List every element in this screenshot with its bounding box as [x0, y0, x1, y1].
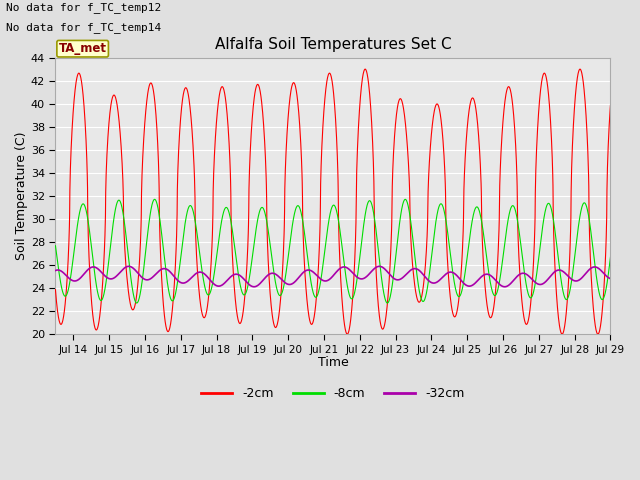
Legend: -2cm, -8cm, -32cm: -2cm, -8cm, -32cm [196, 383, 470, 405]
Text: No data for f_TC_temp12: No data for f_TC_temp12 [6, 2, 162, 13]
Y-axis label: Soil Temperature (C): Soil Temperature (C) [15, 132, 28, 260]
Text: No data for f_TC_temp14: No data for f_TC_temp14 [6, 22, 162, 33]
X-axis label: Time: Time [317, 356, 348, 369]
Text: TA_met: TA_met [59, 42, 107, 55]
Title: Alfalfa Soil Temperatures Set C: Alfalfa Soil Temperatures Set C [214, 37, 451, 52]
